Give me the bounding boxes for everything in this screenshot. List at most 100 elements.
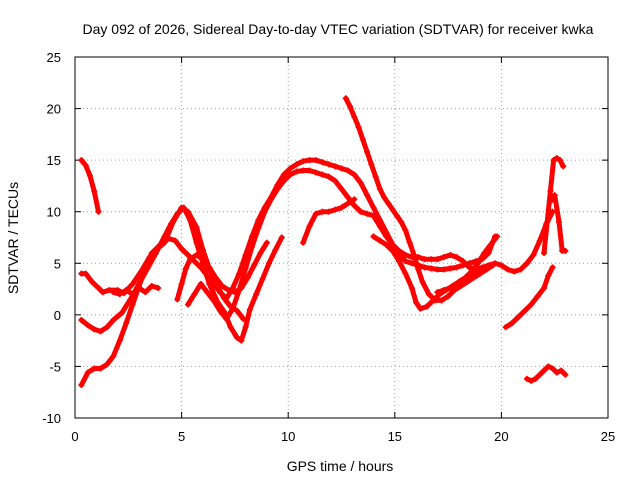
x-tick-label: 0 [71,429,78,444]
data-point [91,188,98,195]
data-point [123,287,130,294]
plot-frame [74,56,609,419]
data-point [494,233,501,240]
data-point [372,173,379,180]
data-point [242,324,249,331]
data-point [453,254,460,261]
data-point [560,163,567,170]
data-point [238,337,245,344]
data-point [155,285,162,292]
data-point [466,264,473,271]
data-point [212,274,219,281]
data-point [204,289,211,296]
data-point [364,148,371,155]
data-point [430,297,437,304]
data-point [541,249,548,256]
data-point [453,282,460,289]
x-axis-label: GPS time / hours [287,458,394,474]
data-point [266,260,273,267]
data-point [161,233,168,240]
data-point [142,289,149,296]
data-point [118,309,125,316]
data-point [178,245,185,252]
y-tick-label: 0 [54,308,61,323]
data-point [129,301,136,308]
data-point [438,297,445,304]
data-point [389,247,396,254]
y-tick-label: -5 [49,359,61,374]
data-point [293,161,300,168]
data-point [479,266,486,273]
data-point [197,264,204,271]
data-point [204,272,211,279]
data-point [434,256,441,263]
series-trace [174,240,270,302]
data-point [376,186,383,193]
data-point [440,254,447,261]
data-point [253,291,260,298]
data-point [557,157,564,164]
data-point [553,369,560,376]
data-point [517,266,524,273]
series-trace [185,168,556,322]
data-point [312,210,319,217]
data-point [536,237,543,244]
data-point [545,363,552,370]
data-point [172,237,179,244]
grid-lines [75,57,608,418]
data-point [99,289,106,296]
data-point [562,247,569,254]
y-tick-label: -10 [42,411,61,426]
data-point [251,262,258,269]
data-point [180,204,187,211]
data-point [110,289,117,296]
data-point [393,212,400,219]
x-tick-label: 10 [281,429,295,444]
data-point [370,233,377,240]
data-point [287,165,294,172]
data-point [511,268,518,275]
data-point [408,285,415,292]
data-point [103,361,110,368]
data-point [312,169,319,176]
y-tick-label: 10 [47,205,61,220]
data-point [116,337,123,344]
data-point [89,278,96,285]
data-point [553,155,560,162]
data-point [406,239,413,246]
data-point [447,285,454,292]
data-point [453,264,460,271]
data-point [332,163,339,170]
data-point [110,317,117,324]
series-trace [524,363,568,384]
x-tick-label: 5 [178,429,185,444]
data-point [110,353,117,360]
data-point [383,241,390,248]
data-point [274,186,281,193]
data-point [528,301,535,308]
data-point [234,334,241,341]
data-point [402,252,409,259]
data-point [398,219,405,226]
data-point [78,157,85,164]
data-point [86,172,93,179]
data-point [82,270,89,277]
data-point [210,280,217,287]
data-point [306,223,313,230]
data-point [263,239,270,246]
data-point [223,295,230,302]
data-point [191,291,198,298]
data-point [184,252,191,259]
data-point [319,171,326,178]
data-point [385,200,392,207]
data-point [347,103,354,110]
data-point [210,297,217,304]
data-point [325,208,332,215]
data-point [148,282,155,289]
data-point [272,246,279,253]
data-point [244,274,251,281]
data-point [481,249,488,256]
data-point [236,287,243,294]
data-point [558,367,565,374]
data-point [293,168,300,175]
